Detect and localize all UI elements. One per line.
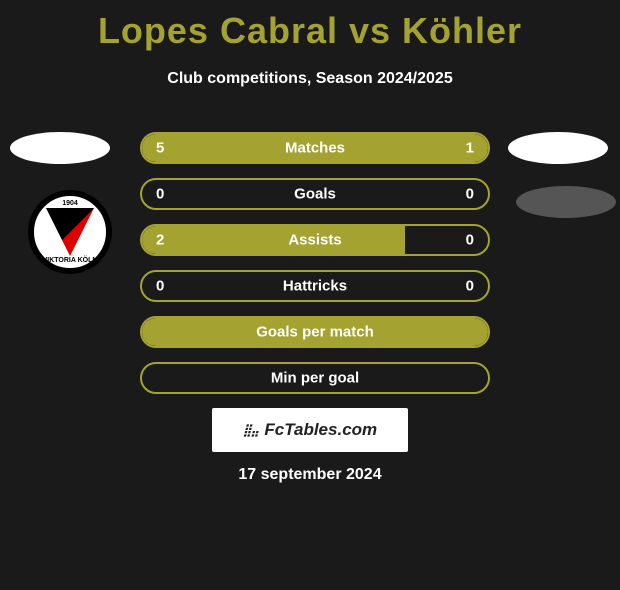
club-badge-name: VIKTORIA KÖLN bbox=[34, 257, 106, 264]
stat-label: Hattricks bbox=[142, 278, 488, 295]
stat-row: 20Assists bbox=[140, 224, 490, 256]
fctables-logo-icon: ⣿⣤ bbox=[243, 426, 259, 434]
club-badge-year: 1904 bbox=[34, 200, 106, 207]
page-title: Lopes Cabral vs Köhler bbox=[0, 10, 620, 52]
comparison-bars: 51Matches 00Goals 20Assists 00Hattricks Goal… bbox=[140, 132, 490, 408]
fctables-label: FcTables.com bbox=[264, 420, 377, 440]
stat-row: 00Hattricks bbox=[140, 270, 490, 302]
stat-row: Goals per match bbox=[140, 316, 490, 348]
player-right-oval-2 bbox=[516, 186, 616, 218]
subtitle: Club competitions, Season 2024/2025 bbox=[0, 70, 620, 88]
stat-row: Min per goal bbox=[140, 362, 490, 394]
club-badge: 1904 VIKTORIA KÖLN bbox=[28, 190, 112, 274]
fctables-badge[interactable]: ⣿⣤ FcTables.com bbox=[212, 408, 408, 452]
stat-row: 51Matches bbox=[140, 132, 490, 164]
stat-label: Assists bbox=[142, 232, 488, 249]
player-left-oval bbox=[10, 132, 110, 164]
player-right-oval-1 bbox=[508, 132, 608, 164]
date-label: 17 september 2024 bbox=[0, 466, 620, 484]
stat-row: 00Goals bbox=[140, 178, 490, 210]
club-badge-shield-icon bbox=[46, 208, 94, 256]
stat-label: Goals per match bbox=[142, 324, 488, 341]
stat-label: Matches bbox=[142, 140, 488, 157]
stat-label: Min per goal bbox=[142, 370, 488, 387]
stat-label: Goals bbox=[142, 186, 488, 203]
